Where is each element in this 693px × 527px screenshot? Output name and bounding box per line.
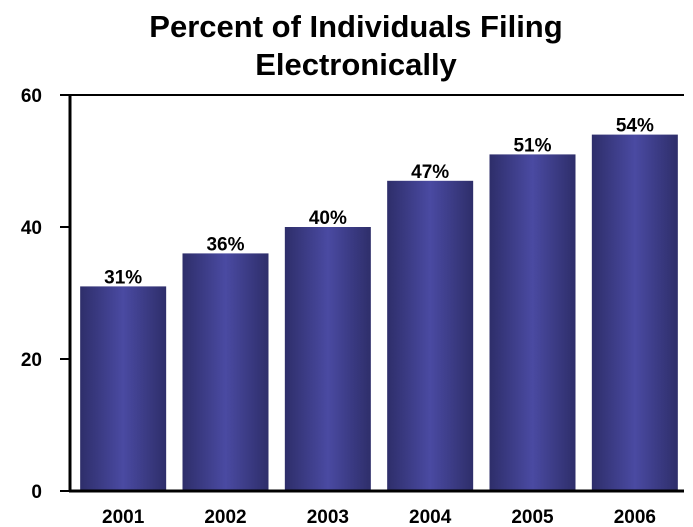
x-tick-label-2006: 2006 — [614, 507, 656, 527]
y-tick-label-20: 20 — [21, 350, 42, 371]
data-label-2001: 31% — [104, 267, 142, 288]
bars-layer: 31% 36% 40% 47% 51% 54% — [80, 116, 678, 492]
data-label-2005: 51% — [513, 135, 551, 156]
bar-2003 — [284, 227, 371, 491]
data-label-2002: 36% — [206, 234, 244, 255]
x-tick-label-2005: 2005 — [511, 507, 554, 527]
x-tick-label-2004: 2004 — [409, 507, 452, 527]
x-tick-label-2002: 2002 — [204, 507, 246, 527]
data-label-2006: 54% — [616, 116, 654, 137]
y-axis-ticks: 0 20 40 60 — [21, 86, 70, 503]
data-label-2004: 47% — [411, 162, 449, 183]
chart-title-line-2: Electronically — [255, 47, 457, 82]
x-axis-ticks: 2001 2002 2003 2004 2005 2006 — [102, 507, 656, 527]
x-tick-label-2001: 2001 — [102, 507, 145, 527]
bar-2004 — [387, 180, 474, 492]
bar-2002 — [182, 253, 269, 491]
x-tick-label-2003: 2003 — [307, 507, 349, 527]
bar-2005 — [489, 154, 576, 491]
chart-title-line-1: Percent of Individuals Filing — [149, 9, 562, 44]
bar-2006 — [591, 134, 678, 491]
y-tick-label-60: 60 — [21, 86, 42, 107]
data-label-2003: 40% — [309, 208, 347, 229]
y-tick-label-40: 40 — [21, 218, 42, 239]
bar-2001 — [80, 286, 167, 491]
y-tick-label-0: 0 — [31, 482, 42, 503]
